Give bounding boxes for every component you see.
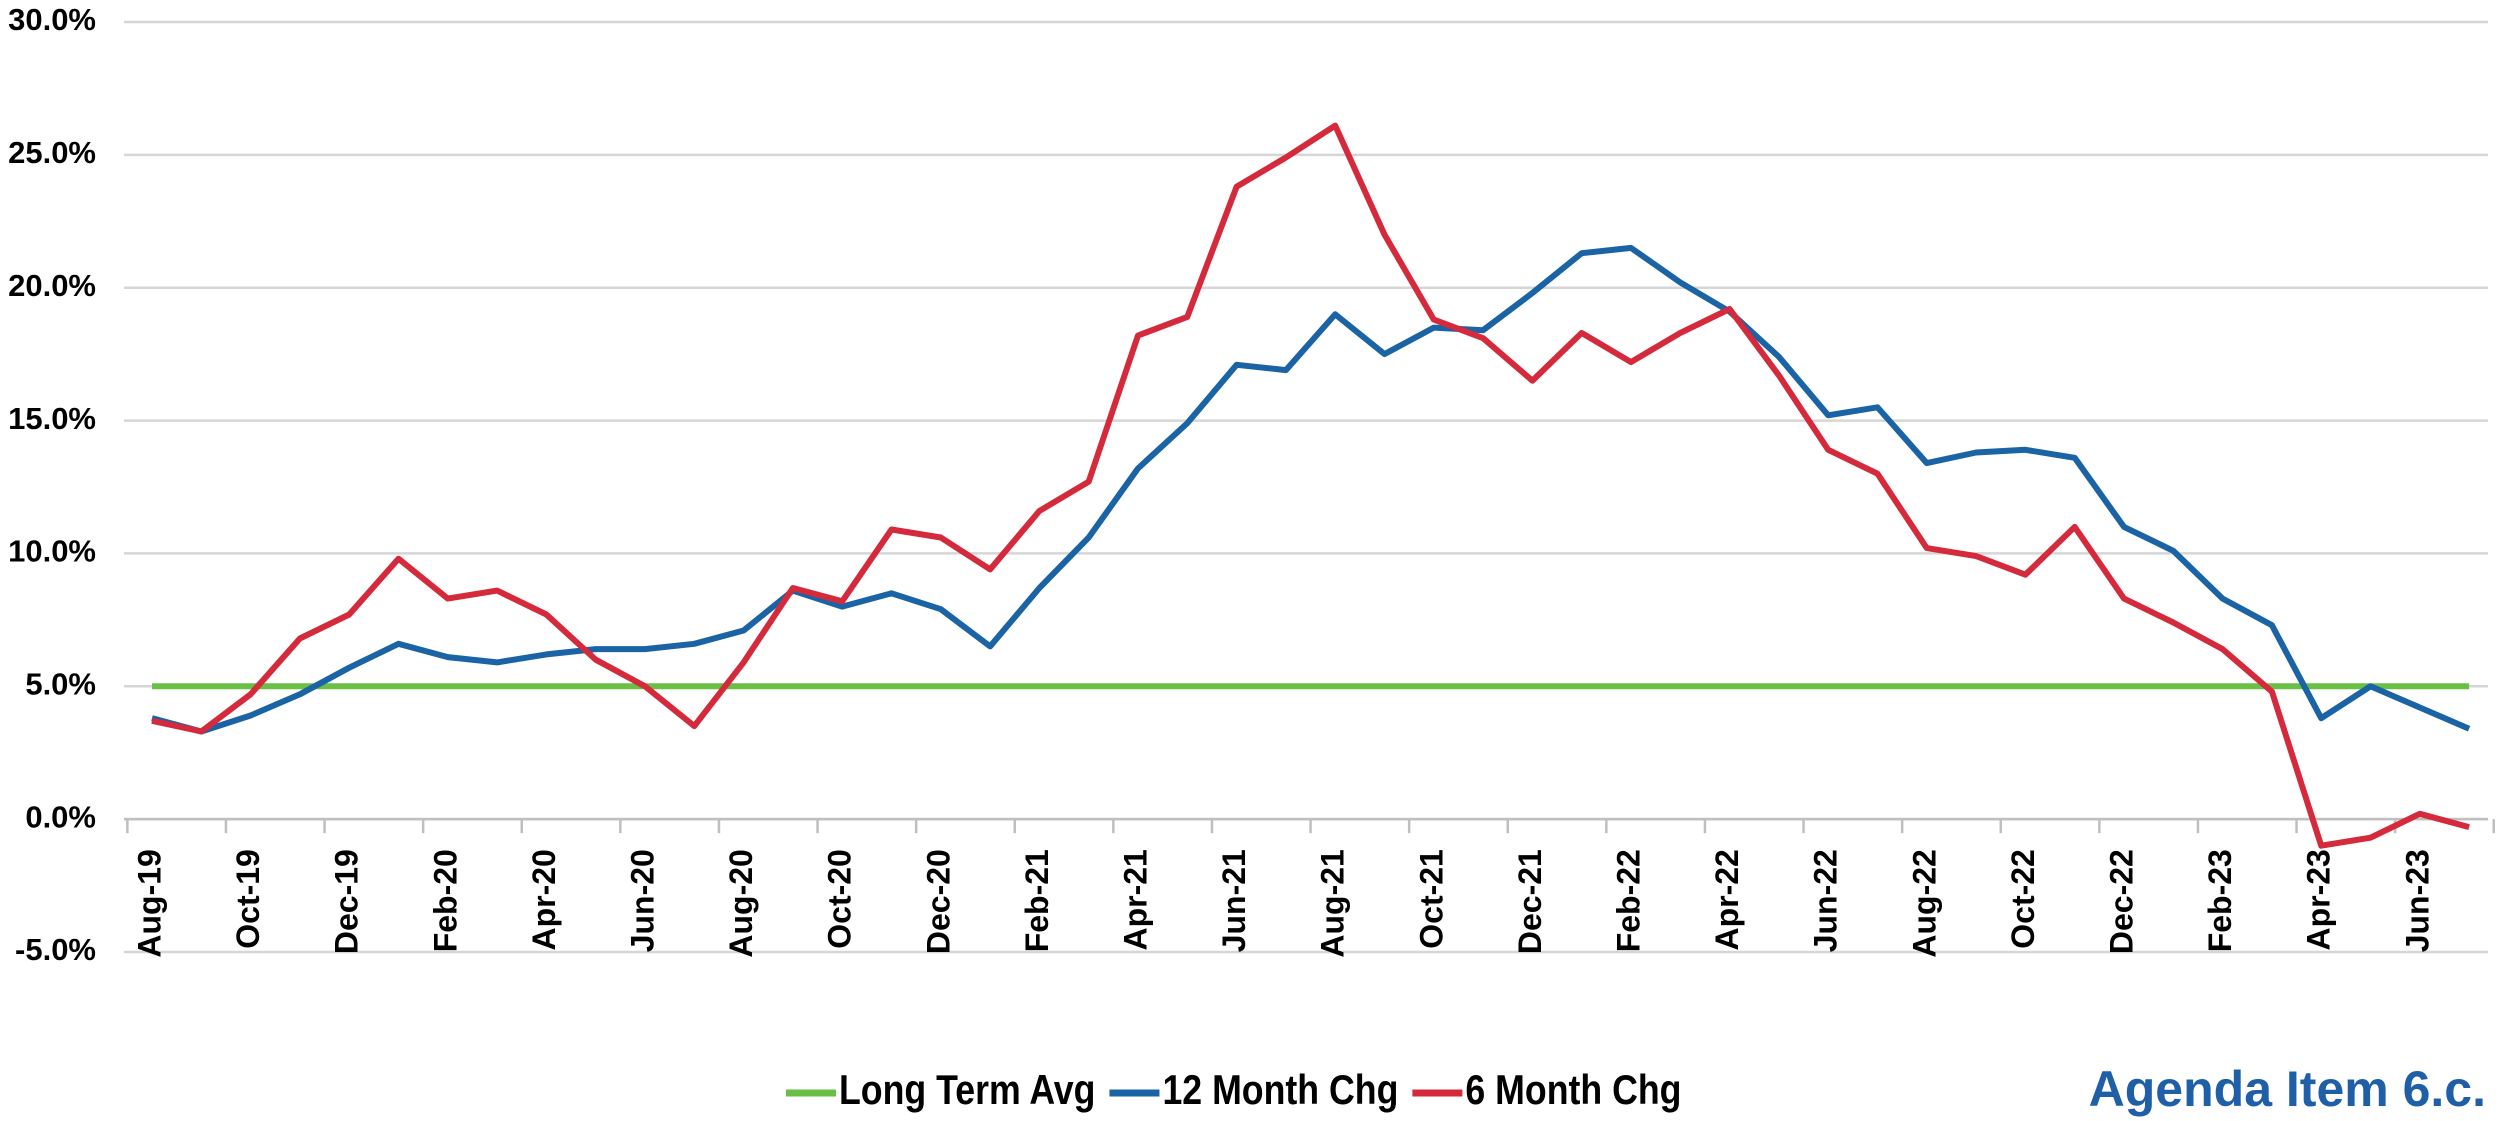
x-tick-label: Jun-21: [1216, 849, 1252, 952]
x-tick-label: Aug-22: [1906, 849, 1942, 957]
x-tick-label: Feb-23: [2202, 849, 2238, 952]
x-tick-label: Dec-20: [920, 849, 956, 954]
x-tick-label: Aug-19: [131, 849, 167, 957]
legend-label: 6 Month Chg: [1465, 1067, 1681, 1113]
y-tick-label: 25.0%: [8, 135, 96, 170]
y-tick-label: 5.0%: [25, 666, 96, 701]
x-tick-label: Dec-21: [1512, 849, 1548, 954]
x-tick-label: Oct-20: [822, 849, 858, 949]
legend-label: Long Term Avg: [839, 1067, 1095, 1113]
x-tick-label: Apr-21: [1117, 849, 1153, 950]
x-tick-label: Aug-21: [1315, 849, 1351, 957]
x-tick-label: Feb-20: [427, 849, 463, 952]
x-tick-label: Aug-20: [723, 849, 759, 957]
x-tick-label: Feb-22: [1610, 849, 1646, 952]
y-tick-label: 20.0%: [8, 268, 96, 303]
x-tick-label: Apr-20: [526, 849, 562, 950]
y-tick-label: 0.0%: [25, 799, 96, 834]
x-tick-label: Feb-21: [1019, 849, 1055, 952]
annotation: Agenda Item 6.c.: [2089, 1061, 2486, 1117]
legend-label: 12 Month Chg: [1162, 1067, 1398, 1113]
x-tick-label: Dec-19: [329, 849, 365, 954]
x-tick-label: Jun-20: [624, 849, 660, 952]
y-tick-label: -5.0%: [15, 932, 96, 967]
x-tick-label: Apr-23: [2301, 849, 2337, 950]
y-tick-label: 15.0%: [8, 401, 96, 436]
x-tick-label: Oct-19: [230, 849, 266, 949]
series-line: [151, 122, 2470, 849]
x-tick-label: Oct-21: [1413, 849, 1449, 949]
x-tick-label: Jun-23: [2399, 849, 2435, 952]
x-tick-label: Jun-22: [1808, 849, 1844, 952]
x-tick-label: Apr-22: [1709, 849, 1745, 950]
x-tick-label: Dec-22: [2103, 849, 2139, 954]
y-tick-label: 30.0%: [8, 2, 96, 37]
y-tick-label: 10.0%: [8, 534, 96, 569]
x-tick-label: Oct-22: [2005, 849, 2041, 949]
series-line: [151, 244, 2471, 735]
